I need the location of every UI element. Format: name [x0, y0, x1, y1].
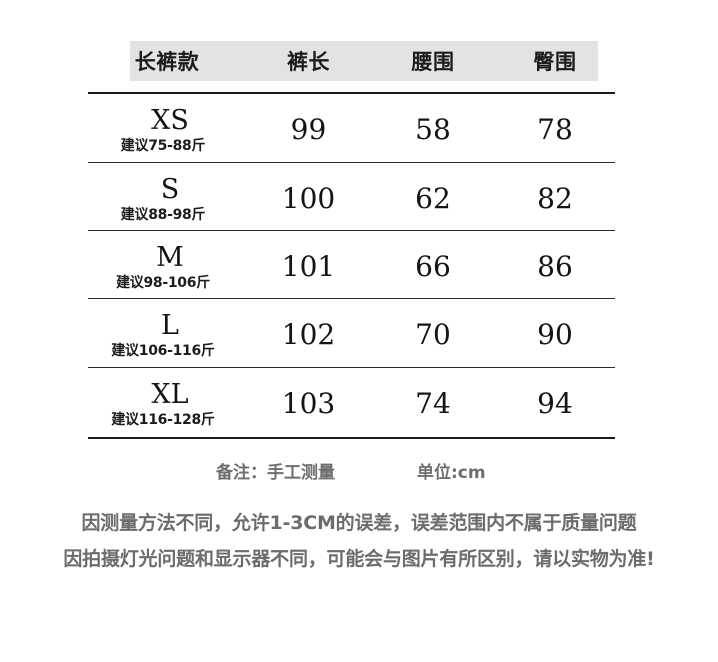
cell-length: 100 — [281, 182, 336, 215]
table-rule-4 — [88, 367, 615, 368]
cell-waist: 70 — [415, 318, 451, 351]
cell-size: XL 建议116-128斤 — [88, 381, 246, 427]
column-header-size: 长裤款 — [134, 50, 200, 74]
size-weight-hint: 建议88-98斤 — [120, 207, 206, 223]
size-name: M — [156, 242, 184, 273]
table-rule-top — [88, 92, 615, 94]
table-header-background — [130, 41, 598, 81]
table-row: XS 建议75-88斤 99 58 78 — [88, 101, 615, 159]
size-weight-hint: 建议75-88斤 — [120, 138, 206, 154]
cell-length: 99 — [290, 113, 327, 146]
cell-waist: 74 — [415, 387, 451, 420]
measurement-unit-note: 单位:cm — [417, 463, 486, 483]
cell-length: 102 — [281, 318, 336, 351]
column-header-waist: 腰围 — [411, 50, 455, 74]
cell-waist: 62 — [415, 182, 451, 215]
table-row: S 建议88-98斤 100 62 82 — [88, 170, 615, 228]
size-weight-hint: 建议106-116斤 — [111, 343, 215, 359]
size-name: XL — [151, 379, 189, 410]
measurement-note-row: 备注：手工测量 单位:cm — [88, 458, 628, 483]
size-name: XS — [151, 105, 189, 136]
table-row: XL 建议116-128斤 103 74 94 — [88, 375, 615, 433]
table-row: L 建议106-116斤 102 70 90 — [88, 306, 615, 364]
table-header-row: 长裤款 裤长 腰围 臀围 — [88, 41, 615, 81]
cell-size: S 建议88-98斤 — [88, 176, 246, 222]
cell-waist: 58 — [415, 113, 451, 146]
disclaimer-tolerance: 因测量方法不同，允许1-3CM的误差，误差范围内不属于质量问题 — [81, 512, 637, 534]
column-header-hip: 臀围 — [533, 50, 577, 74]
cell-length: 103 — [281, 387, 336, 420]
table-rule-2 — [88, 230, 615, 231]
cell-hip: 78 — [537, 113, 573, 146]
cell-hip: 90 — [537, 318, 573, 351]
cell-hip: 82 — [537, 182, 573, 215]
table-rule-3 — [88, 298, 615, 299]
size-name: S — [160, 174, 180, 205]
cell-size: XS 建议75-88斤 — [88, 107, 246, 153]
cell-hip: 94 — [537, 387, 573, 420]
cell-size: M 建议98-106斤 — [88, 244, 246, 290]
table-rule-bottom — [88, 437, 615, 439]
table-rule-1 — [88, 162, 615, 163]
cell-length: 101 — [281, 250, 336, 283]
cell-waist: 66 — [415, 250, 451, 283]
cell-hip: 86 — [537, 250, 573, 283]
disclaimer-color: 因拍摄灯光问题和显示器不同，可能会与图片有所区别，请以实物为准! — [63, 548, 655, 570]
size-weight-hint: 建议116-128斤 — [111, 412, 215, 428]
size-weight-hint: 建议98-106斤 — [116, 275, 210, 291]
size-name: L — [161, 310, 179, 341]
cell-size: L 建议106-116斤 — [88, 312, 246, 358]
column-header-length: 裤长 — [287, 50, 330, 74]
measurement-method-note: 备注：手工测量 — [216, 463, 335, 483]
table-row: M 建议98-106斤 101 66 86 — [88, 238, 615, 296]
